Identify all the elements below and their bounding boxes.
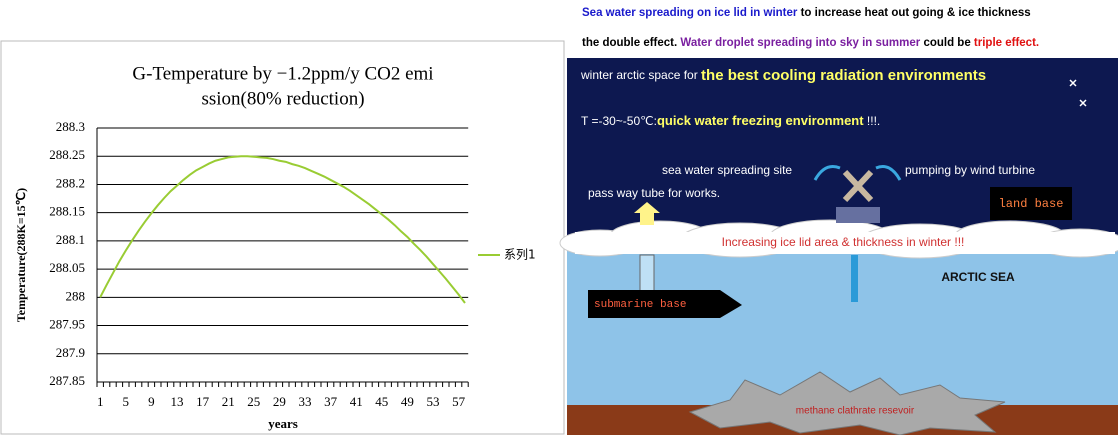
chart-frame <box>0 40 565 435</box>
header-run: the double effect. <box>582 37 680 49</box>
x-tick-label: 29 <box>273 394 286 409</box>
arrow <box>634 202 660 225</box>
star <box>1069 79 1087 107</box>
x-tick-label: 9 <box>148 394 155 409</box>
sea <box>567 250 1118 407</box>
header-line: Sea water spreading on ice lid in winter… <box>582 7 1031 19</box>
y-tick-label: 288 <box>66 288 86 303</box>
y-tick-label: 288.3 <box>56 119 85 134</box>
turbine-base <box>836 207 880 223</box>
label: pass way tube for works. <box>588 186 720 200</box>
land-base <box>990 187 1072 220</box>
chart-title: G-Temperature by −1.2ppm/y CO2 emi <box>132 63 433 84</box>
chart: G-Temperature by −1.2ppm/y CO2 emi ssion… <box>0 40 565 435</box>
chart-title: ssion(80% reduction) <box>201 88 364 109</box>
x-axis-label: years <box>268 416 298 431</box>
x-tick-label: 25 <box>247 394 260 409</box>
header-run: Sea water spreading on ice lid in winter <box>582 7 798 19</box>
methane-reservoir <box>688 371 1006 435</box>
x-tick-label: 57 <box>452 394 466 409</box>
y-tick-label: 288.05 <box>49 260 85 275</box>
y-tick-label: 287.95 <box>49 317 85 332</box>
ice-lid <box>559 219 1118 259</box>
y-tick-label: 288.15 <box>49 204 85 219</box>
x-tick-label: 13 <box>171 394 184 409</box>
flow-arrow <box>813 165 902 181</box>
y-tick-label: 288.25 <box>49 147 85 162</box>
turbine <box>842 169 874 203</box>
label: Increasing ice lid area & thickness in w… <box>722 235 965 249</box>
label: sea water spreading site <box>662 163 792 177</box>
sky-text: winter arctic space for the best cooling… <box>580 67 986 84</box>
text-run: winter arctic space for <box>580 68 701 82</box>
y-tick-label: 287.9 <box>56 345 85 360</box>
label: pumping by wind turbine <box>905 163 1035 177</box>
y-axis-label: Temperature(288K=15℃) <box>14 188 28 322</box>
text-run: T =-30~-50℃: <box>581 114 657 128</box>
text-run: !!!. <box>864 114 881 128</box>
x-tick-label: 17 <box>196 394 210 409</box>
text-run: the best cooling radiation environments <box>701 67 986 84</box>
header-line: the double effect. Water droplet spreadi… <box>582 37 1039 49</box>
text-run: quick water freezing environment <box>657 113 864 128</box>
header-run: Water droplet spreading into sky in summ… <box>680 37 920 49</box>
x-tick-label: 1 <box>97 394 104 409</box>
x-tick-label: 33 <box>299 394 312 409</box>
x-tick-label: 41 <box>350 394 363 409</box>
header-run: triple effect. <box>974 37 1039 49</box>
header-run: to increase heat out going & ice thickne… <box>797 7 1030 19</box>
x-tick-label: 37 <box>324 394 338 409</box>
data-line <box>99 155 466 304</box>
legend-label: 系列1 <box>504 248 536 262</box>
submarine <box>588 290 742 318</box>
y-tick-label: 288.1 <box>56 232 85 247</box>
x-tick-label: 5 <box>123 394 130 409</box>
x-tick-label: 53 <box>427 394 440 409</box>
y-tick-label: 287.85 <box>49 373 85 388</box>
sky-text: T =-30~-50℃:quick water freezing environ… <box>581 113 880 128</box>
pump-pipe <box>851 255 858 302</box>
x-tick-label: 49 <box>401 394 414 409</box>
pass-way-tube <box>639 254 655 294</box>
label: methane clathrate resevoir <box>796 406 915 417</box>
x-tick-label: 45 <box>375 394 388 409</box>
label: ARCTIC SEA <box>941 270 1015 284</box>
diagram: Sea water spreading on ice lid in winter… <box>559 7 1118 435</box>
label: submarine base <box>594 299 686 311</box>
x-tick-label: 21 <box>222 394 235 409</box>
y-tick-label: 288.2 <box>56 175 85 190</box>
header-run: could be <box>920 37 974 49</box>
label: land base <box>999 197 1064 211</box>
